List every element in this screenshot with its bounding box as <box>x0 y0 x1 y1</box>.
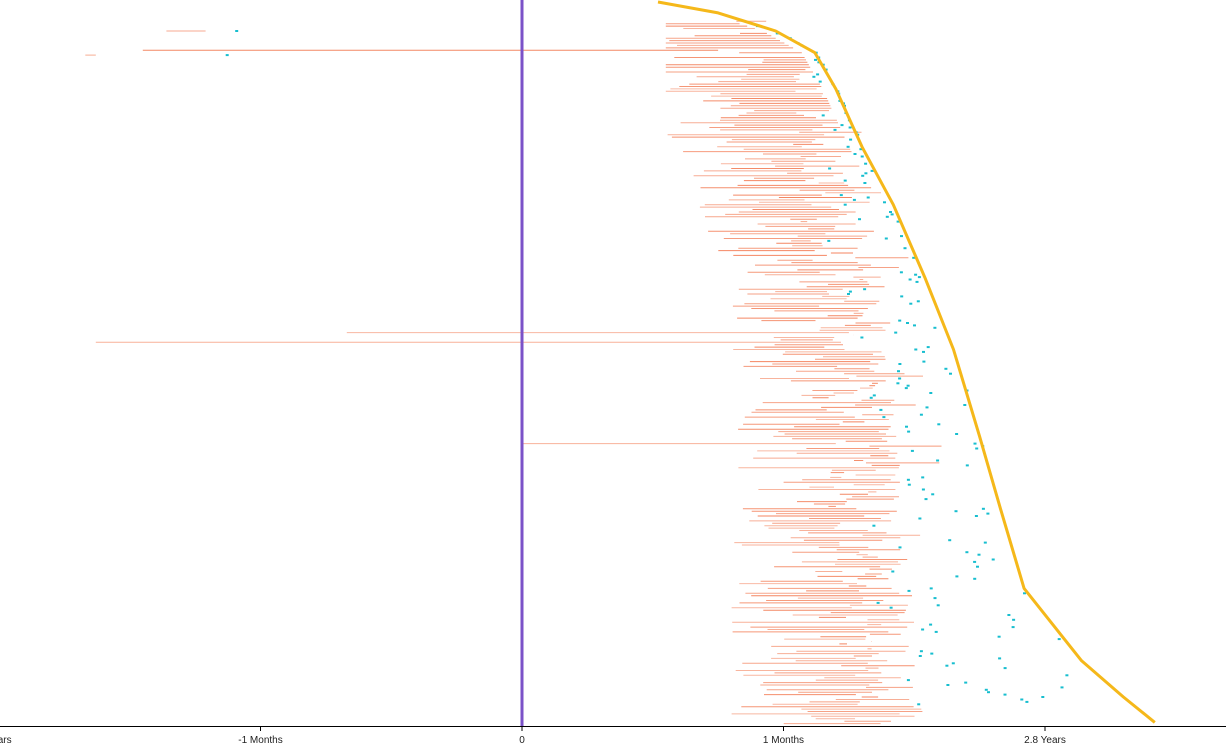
dash-series <box>225 25 1069 706</box>
x-tick-label: Years <box>0 735 12 746</box>
x-tick-label: 2.8 Years <box>1024 735 1066 746</box>
boundary-series <box>657 0 1156 724</box>
x-tick-label: 0 <box>519 735 525 746</box>
x-tick-label: -1 Months <box>238 735 282 746</box>
boundary-curve <box>657 0 1156 724</box>
x-axis: Years -1 Months 0 1 Months 2.8 Years <box>0 726 1226 746</box>
x-tick-label: 1 Months <box>763 735 804 746</box>
interval-series <box>85 20 942 725</box>
